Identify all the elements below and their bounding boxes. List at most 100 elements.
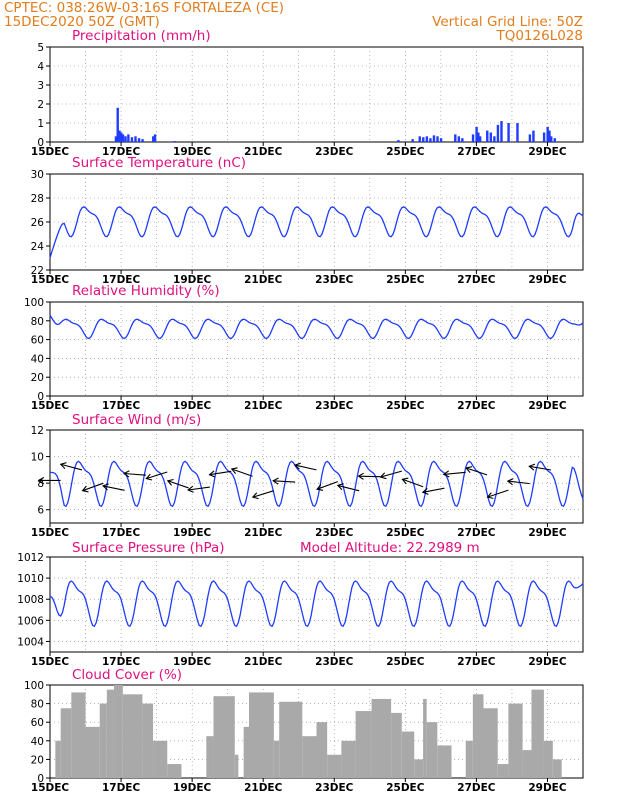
wind-arrow-head xyxy=(230,467,238,474)
cloud-cover-area xyxy=(423,698,427,778)
wind-arrow xyxy=(294,464,317,471)
cloud-cover-area xyxy=(142,703,154,778)
panel-title-humidity: Relative Humidity (%) xyxy=(72,283,220,299)
cloud-cover-area xyxy=(302,736,317,778)
x-tick-label: 21DEC xyxy=(244,274,283,286)
wind-arrow-head xyxy=(506,478,514,486)
x-tick-label: 27DEC xyxy=(457,400,496,412)
y-tick-label: 0 xyxy=(37,391,44,403)
wind-arrow-head xyxy=(102,483,109,491)
precip-bar xyxy=(546,126,549,142)
x-tick-label: 29DEC xyxy=(528,400,567,412)
wind-arrow xyxy=(529,465,552,471)
x-tick-label: 25DEC xyxy=(386,527,425,539)
x-tick-label: 15DEC xyxy=(31,146,70,158)
precip-bar xyxy=(457,136,461,142)
y-tick-label: 0 xyxy=(37,773,44,785)
cloud-cover-area xyxy=(153,740,168,778)
wind-arrow xyxy=(337,484,360,492)
x-tick-label: 23DEC xyxy=(315,527,354,539)
cloud-cover-area xyxy=(497,764,509,778)
x-tick-label: 25DEC xyxy=(386,274,425,286)
x-tick-label: 19DEC xyxy=(173,400,212,412)
wind-arrow-head xyxy=(37,476,45,485)
precip-bar xyxy=(436,136,439,142)
x-tick-label: 29DEC xyxy=(528,527,567,539)
y-tick-label: 80 xyxy=(31,699,44,711)
wind-arrow xyxy=(252,490,275,498)
wind-arrow-head xyxy=(486,492,494,499)
y-tick-label: 40 xyxy=(31,353,44,365)
x-tick-label: 23DEC xyxy=(315,146,354,158)
series-line xyxy=(49,206,584,259)
precip-bar xyxy=(114,136,118,142)
y-tick-label: 40 xyxy=(31,736,44,748)
cloud-cover-area xyxy=(167,764,182,778)
x-tick-label: 23DEC xyxy=(315,400,354,412)
x-tick-label: 19DEC xyxy=(173,782,212,794)
cloud-cover-area xyxy=(355,711,372,778)
precip-bar xyxy=(397,140,400,142)
x-tick-label: 15DEC xyxy=(31,656,70,668)
panel-frame xyxy=(49,429,584,524)
x-tick-label: 17DEC xyxy=(102,274,141,286)
cloud-cover-area xyxy=(316,722,328,778)
precip-bar xyxy=(471,134,475,142)
panel-title-cloud-cover: Cloud Cover (%) xyxy=(72,667,182,683)
y-tick-label: 30 xyxy=(31,169,44,181)
y-tick-label: 80 xyxy=(31,316,44,328)
model-code: TQ0126L028 xyxy=(495,28,583,44)
precip-bar xyxy=(454,134,457,142)
cloud-cover-area xyxy=(71,692,86,778)
wind-arrow xyxy=(167,480,189,489)
precip-bar xyxy=(486,130,489,142)
wind-arrow-head xyxy=(357,472,364,480)
cloud-cover-area xyxy=(122,694,143,778)
cloud-cover-area xyxy=(234,754,239,778)
cloud-cover-area xyxy=(206,736,214,778)
y-tick-label: 10 xyxy=(31,452,44,464)
x-tick-label: 15DEC xyxy=(31,400,70,412)
y-tick-label: 1012 xyxy=(17,552,44,564)
y-tick-label: 3 xyxy=(37,80,44,92)
wind-arrow xyxy=(60,463,83,471)
cloud-cover-area xyxy=(106,689,114,778)
precip-bar xyxy=(532,130,535,142)
wind-arrow-head xyxy=(442,470,450,478)
wind-arrow-head xyxy=(166,478,174,486)
x-tick-label: 25DEC xyxy=(386,656,425,668)
precip-bar xyxy=(478,136,482,142)
panel-frame xyxy=(49,556,584,653)
y-tick-label: 60 xyxy=(31,717,44,729)
wind-arrow-head xyxy=(145,473,153,481)
precip-bar xyxy=(121,134,125,142)
y-tick-label: 12 xyxy=(31,425,44,437)
model-altitude: Model Altitude: 22.2989 m xyxy=(300,540,480,556)
wind-arrow-head xyxy=(293,462,301,470)
wind-arrow xyxy=(102,485,125,491)
precip-bar xyxy=(432,135,436,142)
wind-arrow-head xyxy=(272,477,279,485)
precip-bar xyxy=(137,138,141,142)
y-tick-label: 1010 xyxy=(17,573,44,585)
panel-frame xyxy=(49,46,584,143)
x-tick-label: 25DEC xyxy=(386,400,425,412)
y-tick-label: 100 xyxy=(24,297,44,309)
precip-bar xyxy=(496,124,500,142)
cloud-cover-area xyxy=(391,712,402,778)
precip-bar xyxy=(425,136,429,142)
cloud-cover-area xyxy=(508,703,523,778)
cloud-cover-area xyxy=(279,701,303,778)
x-tick-label: 19DEC xyxy=(173,527,212,539)
wind-arrow xyxy=(422,487,445,493)
wind-arrow-head xyxy=(465,466,473,473)
x-tick-label: 15DEC xyxy=(31,274,70,286)
x-tick-label: 21DEC xyxy=(244,146,283,158)
wind-arrow-head xyxy=(187,485,194,493)
wind-arrow xyxy=(231,468,253,477)
cloud-cover-area xyxy=(472,694,484,778)
precip-bar xyxy=(127,134,130,142)
precip-bar xyxy=(173,141,176,142)
series-line xyxy=(49,314,584,340)
